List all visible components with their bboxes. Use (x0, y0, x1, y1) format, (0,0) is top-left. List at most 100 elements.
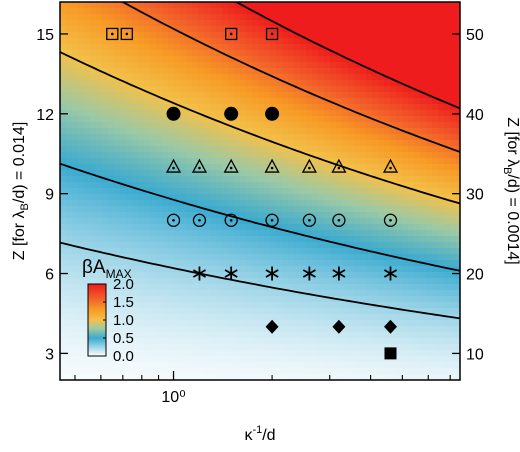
heatmap-cell (276, 122, 283, 129)
heatmap-cell (204, 20, 211, 27)
heatmap-cell (456, 278, 460, 285)
heatmap-cell (420, 308, 427, 315)
heatmap-cell (420, 254, 427, 261)
heatmap-cell (192, 56, 199, 63)
heatmap-cell (342, 8, 349, 15)
heatmap-cell (444, 254, 451, 261)
heatmap-cell (450, 158, 457, 165)
heatmap-cell (258, 128, 265, 135)
heatmap-cell (132, 266, 139, 273)
heatmap-cell (252, 218, 259, 225)
heatmap-cell (294, 8, 301, 15)
heatmap-cell (60, 278, 67, 285)
heatmap-cell (282, 2, 289, 9)
heatmap-cell (96, 14, 103, 21)
heatmap-cell (282, 140, 289, 147)
heatmap-cell (318, 98, 325, 105)
heatmap-cell (312, 254, 319, 261)
heatmap-cell (348, 206, 355, 213)
heatmap-cell (180, 176, 187, 183)
heatmap-cell (426, 206, 433, 213)
heatmap-cell (456, 308, 460, 315)
heatmap-cell (174, 38, 181, 45)
heatmap-cell (246, 98, 253, 105)
heatmap-cell (156, 2, 163, 9)
heatmap-cell (156, 326, 163, 333)
heatmap-cell (60, 128, 67, 135)
heatmap-cell (246, 134, 253, 141)
heatmap-cell (78, 200, 85, 207)
heatmap-cell (330, 116, 337, 123)
heatmap-cell (306, 2, 313, 9)
heatmap-cell (300, 8, 307, 15)
heatmap-cell (336, 92, 343, 99)
heatmap-cell (336, 44, 343, 51)
heatmap-cell (66, 212, 73, 219)
heatmap-cell (378, 194, 385, 201)
heatmap-cell (246, 140, 253, 147)
heatmap-cell (252, 140, 259, 147)
heatmap-cell (426, 164, 433, 171)
heatmap-cell (438, 182, 445, 189)
heatmap-cell (114, 170, 121, 177)
heatmap-cell (234, 140, 241, 147)
heatmap-cell (348, 8, 355, 15)
heatmap-cell (264, 20, 271, 27)
heatmap-cell (258, 350, 265, 357)
heatmap-cell (456, 194, 460, 201)
heatmap-cell (258, 290, 265, 297)
heatmap-cell (156, 140, 163, 147)
heatmap-cell (234, 38, 241, 45)
heatmap-cell (270, 362, 277, 369)
heatmap-cell (78, 194, 85, 201)
heatmap-cell (342, 206, 349, 213)
heatmap-cell (432, 20, 439, 27)
heatmap-cell (390, 236, 397, 243)
heatmap-cell (282, 116, 289, 123)
heatmap-cell (414, 26, 421, 33)
heatmap-cell (360, 176, 367, 183)
heatmap-cell (318, 152, 325, 159)
heatmap-cell (144, 146, 151, 153)
heatmap-cell (60, 134, 67, 141)
contour-lines (60, 2, 460, 320)
heatmap-cell (144, 140, 151, 147)
heatmap-cell (174, 308, 181, 315)
heatmap-cell (444, 296, 451, 303)
heatmap-cell (402, 254, 409, 261)
heatmap-cell (276, 182, 283, 189)
heatmap-cell (312, 146, 319, 153)
heatmap-cell (312, 194, 319, 201)
heatmap-cell (342, 62, 349, 69)
heatmap-cell (300, 242, 307, 249)
heatmap-cell (432, 224, 439, 231)
heatmap-cell (408, 116, 415, 123)
heatmap-cell (222, 182, 229, 189)
heatmap-cell (96, 128, 103, 135)
heatmap-cell (72, 182, 79, 189)
heatmap-cell (204, 188, 211, 195)
heatmap-cell (312, 308, 319, 315)
heatmap-cell (372, 104, 379, 111)
heatmap-cell (156, 374, 163, 380)
heatmap-cell (258, 2, 265, 9)
heatmap-cell (276, 194, 283, 201)
heatmap-cell (258, 152, 265, 159)
heatmap-cell (156, 248, 163, 255)
heatmap-cell (78, 290, 85, 297)
heatmap-cell (96, 176, 103, 183)
heatmap-cell (444, 74, 451, 81)
heatmap-cell (312, 32, 319, 39)
heatmap-cell (204, 278, 211, 285)
heatmap-cell (174, 218, 181, 225)
heatmap-cell (384, 230, 391, 237)
heatmap-cell (432, 236, 439, 243)
heatmap-cell (204, 122, 211, 129)
heatmap-cell (150, 266, 157, 273)
heatmap-cell (222, 356, 229, 363)
heatmap-cell (168, 164, 175, 171)
heatmap-cell (102, 134, 109, 141)
heatmap-cell (192, 134, 199, 141)
heatmap-cell (114, 110, 121, 117)
heatmap-cell (144, 62, 151, 69)
